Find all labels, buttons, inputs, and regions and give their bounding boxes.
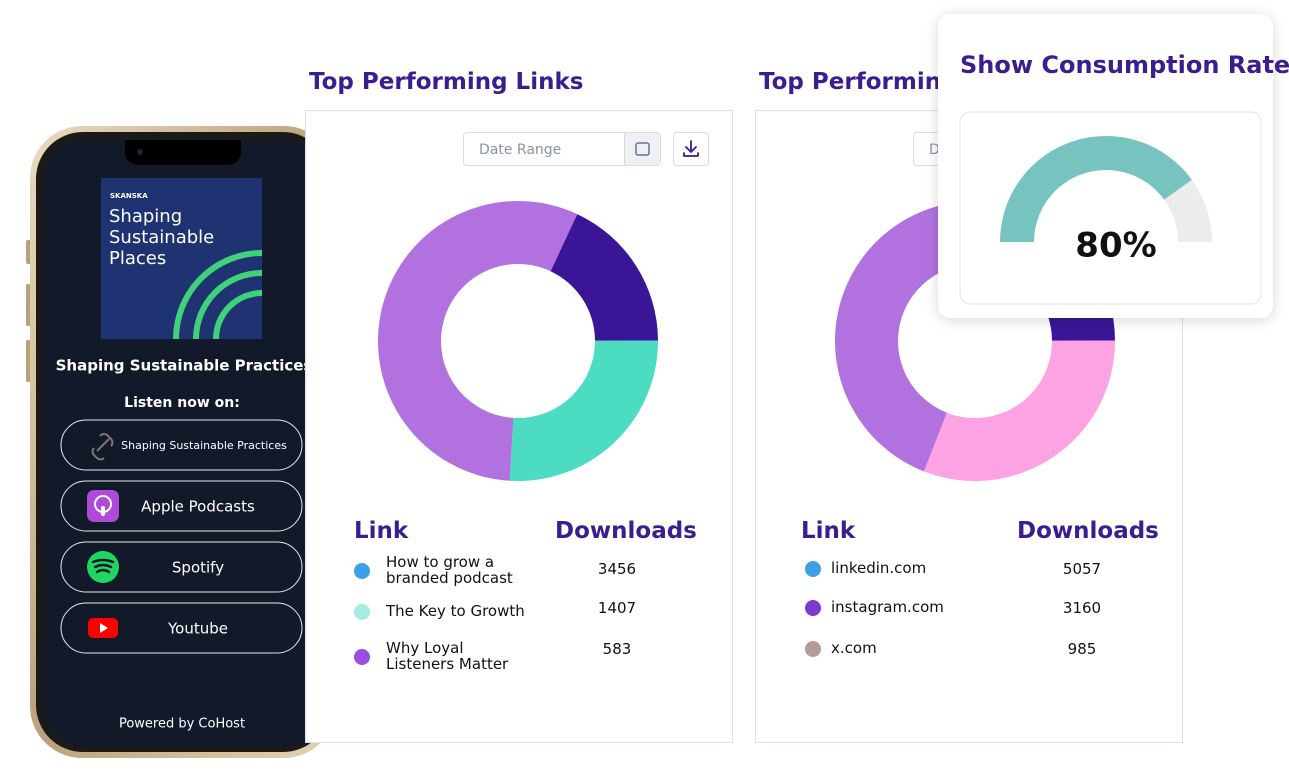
- spotify-icon: [91, 558, 115, 564]
- legend-dot: [805, 600, 821, 616]
- camera: [137, 149, 143, 155]
- calendar-button[interactable]: [624, 133, 660, 165]
- table-header: Downloads: [555, 518, 697, 544]
- download-count: 583: [602, 640, 632, 658]
- table-header: Downloads: [1017, 518, 1159, 544]
- phone-footer: Powered by CoHost: [119, 717, 245, 732]
- link-icon: [91, 433, 114, 461]
- link-name: Why Loyal Listeners Matter: [386, 639, 509, 673]
- apple-podcasts-icon: [101, 506, 105, 516]
- listen-label: Listen now on:: [124, 395, 240, 411]
- art-arcs: [173, 250, 263, 340]
- download-count: 5057: [1062, 560, 1102, 578]
- gauge-frame: [959, 111, 1262, 305]
- link-name: linkedin.com: [831, 559, 927, 577]
- art-brand: SKANSKA: [110, 192, 148, 200]
- youtube-icon: [100, 623, 108, 633]
- link-button[interactable]: Youtube: [60, 602, 303, 654]
- spotify-icon: [93, 563, 113, 569]
- download-count: 1407: [597, 599, 637, 617]
- date-range-input[interactable]: Date Range: [463, 132, 661, 166]
- table-header: Link: [801, 518, 856, 544]
- spotify-icon: [87, 551, 119, 583]
- gauge-value: 80%: [1075, 226, 1156, 266]
- link-button[interactable]: Apple Podcasts: [60, 480, 303, 532]
- link-button-outline: [60, 419, 303, 471]
- link-name: x.com: [831, 639, 877, 657]
- link-button-outline: [60, 602, 303, 654]
- download-icon: [683, 140, 699, 157]
- legend-dot: [354, 649, 370, 665]
- calendar-icon: [635, 142, 650, 156]
- download-button[interactable]: [673, 132, 709, 166]
- link-button[interactable]: Shaping Sustainable Practices: [60, 419, 303, 471]
- link-label: Shaping Sustainable Practices: [121, 439, 287, 452]
- calendar-icon: [635, 142, 650, 156]
- date-placeholder: Date Range: [479, 142, 562, 158]
- link-button-outline: [60, 541, 303, 593]
- gauge: 80%: [959, 111, 1262, 305]
- art-title: Shaping Sustainable Places: [109, 206, 215, 269]
- link-button[interactable]: Spotify: [60, 541, 303, 593]
- calendar-icon: [635, 142, 650, 156]
- link-label: Youtube: [167, 620, 228, 638]
- legend-dot: [805, 561, 821, 577]
- legend-dot: [805, 641, 821, 657]
- spotify-icon: [95, 568, 111, 574]
- link-button-outline: [60, 480, 303, 532]
- gauge-card: 80% Show Consumption Rate: [938, 14, 1289, 318]
- link-name: instagram.com: [831, 598, 944, 616]
- legend-dot: [354, 604, 370, 620]
- link-label: Spotify: [172, 559, 224, 577]
- phone-mockup: SKANSKA Shaping Sustainable Practices Li…: [26, 126, 340, 758]
- download-count: 3456: [597, 560, 637, 578]
- download-icon: [683, 140, 699, 157]
- card-title: Top Performing: [759, 69, 958, 95]
- download-count: 985: [1067, 640, 1097, 658]
- gauge-title: Show Consumption Rate: [960, 51, 1289, 79]
- download-count: 3160: [1062, 599, 1102, 617]
- table-header: Link: [354, 518, 409, 544]
- gauge-fill: [1000, 136, 1192, 242]
- show-title: Shaping Sustainable Practices: [56, 357, 313, 375]
- link-name: The Key to Growth: [386, 602, 525, 620]
- card-title: Top Performing Links: [309, 69, 584, 95]
- link-label: Apple Podcasts: [141, 498, 255, 516]
- notch: [125, 140, 241, 165]
- legend-dot: [354, 563, 370, 579]
- link-name: How to grow a branded podcast: [386, 553, 513, 587]
